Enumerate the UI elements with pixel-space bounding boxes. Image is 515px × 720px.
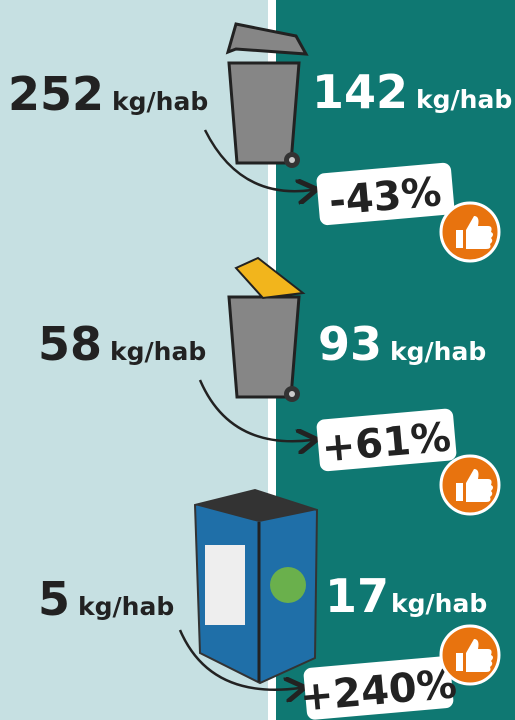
thumb-icon xyxy=(441,203,499,261)
thumb-icon xyxy=(441,626,499,684)
page: 252kg/hab 142kg/hab -43% 58kg/hab 93kg/h… xyxy=(0,0,515,720)
change-label: -43% xyxy=(327,169,443,225)
infographic: 252kg/hab 142kg/hab -43% 58kg/hab 93kg/h… xyxy=(0,0,515,720)
compost-kiosk xyxy=(195,490,317,683)
thumb-icon xyxy=(441,456,499,514)
